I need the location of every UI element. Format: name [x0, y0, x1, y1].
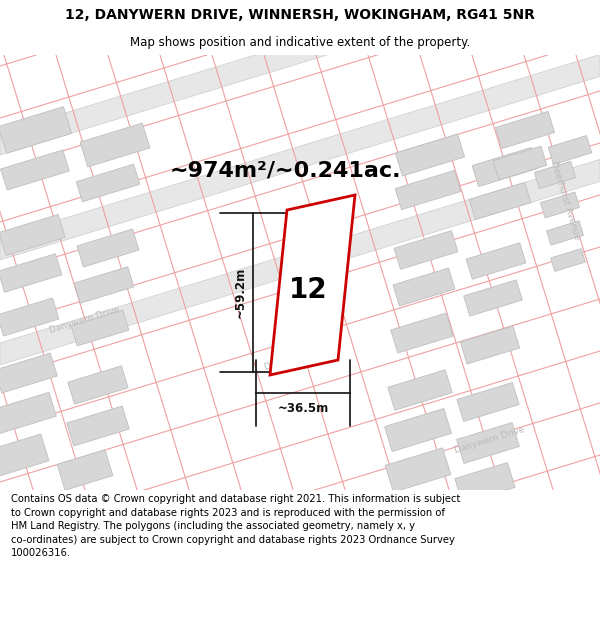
Polygon shape [547, 221, 583, 245]
Polygon shape [541, 192, 580, 218]
Text: 12: 12 [289, 276, 328, 304]
Polygon shape [472, 148, 538, 187]
Text: Deerhurst Avenue: Deerhurst Avenue [549, 159, 581, 241]
Polygon shape [0, 353, 57, 393]
Polygon shape [548, 136, 592, 164]
Polygon shape [0, 434, 49, 476]
Polygon shape [395, 134, 464, 176]
Polygon shape [0, 392, 56, 434]
Polygon shape [388, 370, 452, 410]
Polygon shape [0, 54, 600, 260]
Polygon shape [0, 0, 600, 155]
Text: Danywern Drive: Danywern Drive [49, 305, 121, 335]
Text: ~36.5m: ~36.5m [277, 402, 329, 416]
Polygon shape [466, 242, 526, 279]
Polygon shape [455, 462, 515, 504]
Polygon shape [394, 231, 458, 269]
Polygon shape [80, 123, 150, 167]
Polygon shape [535, 161, 575, 189]
Text: Danywern Drive: Danywern Drive [454, 425, 526, 455]
Polygon shape [391, 313, 453, 353]
Polygon shape [551, 249, 586, 271]
Text: ~974m²/~0.241ac.: ~974m²/~0.241ac. [169, 160, 401, 180]
Polygon shape [457, 422, 520, 463]
Polygon shape [0, 254, 62, 292]
Polygon shape [460, 326, 520, 364]
Text: ~59.2m: ~59.2m [233, 267, 247, 318]
Polygon shape [385, 448, 451, 492]
Polygon shape [1, 150, 69, 190]
Polygon shape [0, 298, 59, 336]
Polygon shape [457, 382, 519, 421]
Polygon shape [270, 195, 355, 375]
Text: Contains OS data © Crown copyright and database right 2021. This information is : Contains OS data © Crown copyright and d… [11, 494, 460, 559]
Polygon shape [393, 268, 455, 306]
Polygon shape [469, 182, 531, 219]
Polygon shape [67, 406, 129, 446]
Polygon shape [0, 159, 600, 365]
Polygon shape [76, 164, 140, 202]
Text: Danywern Drive: Danywern Drive [264, 342, 336, 372]
Polygon shape [464, 280, 523, 316]
Polygon shape [68, 366, 128, 404]
Polygon shape [385, 409, 451, 451]
Polygon shape [395, 171, 461, 209]
Polygon shape [74, 267, 134, 303]
Polygon shape [71, 310, 129, 346]
Text: Map shows position and indicative extent of the property.: Map shows position and indicative extent… [130, 36, 470, 49]
Polygon shape [77, 229, 139, 267]
Polygon shape [0, 214, 65, 256]
Polygon shape [496, 111, 554, 149]
Polygon shape [57, 450, 113, 490]
Polygon shape [493, 146, 547, 180]
Polygon shape [0, 107, 71, 153]
Text: 12, DANYWERN DRIVE, WINNERSH, WOKINGHAM, RG41 5NR: 12, DANYWERN DRIVE, WINNERSH, WOKINGHAM,… [65, 8, 535, 22]
